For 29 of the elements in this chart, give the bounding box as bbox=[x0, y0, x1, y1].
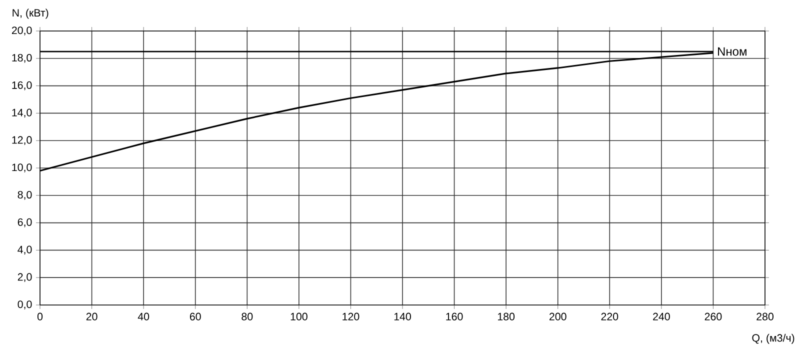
x-axis-title: Q, (м3/ч) bbox=[752, 334, 794, 344]
x-tick-label: 120 bbox=[342, 312, 360, 320]
x-tick-label: 40 bbox=[138, 312, 150, 320]
x-tick-label: 220 bbox=[601, 312, 618, 320]
x-tick-label: 140 bbox=[394, 312, 411, 320]
x-tick-label: 160 bbox=[446, 312, 463, 320]
x-tick-label: 80 bbox=[242, 312, 253, 320]
x-tick-label: 200 bbox=[550, 312, 566, 320]
x-tick-label: 280 bbox=[756, 312, 774, 320]
y-tick-label: 4,0 bbox=[18, 246, 32, 255]
y-tick-label: 20,0 bbox=[12, 26, 32, 36]
x-tick-label: 20 bbox=[86, 312, 98, 320]
x-tick-label: 0 bbox=[37, 312, 43, 320]
y-tick-label: 10,0 bbox=[12, 164, 32, 172]
y-tick-label: 2,0 bbox=[18, 273, 32, 282]
x-tick-label: 100 bbox=[290, 312, 308, 320]
y-tick-label: 8,0 bbox=[18, 190, 32, 200]
y-axis-title: N, (кВт) bbox=[12, 8, 48, 19]
x-tick-label: 60 bbox=[190, 312, 201, 320]
y-tick-label: 14,0 bbox=[12, 108, 32, 118]
y-tick-label: 0,0 bbox=[18, 300, 32, 310]
x-tick-label: 260 bbox=[704, 312, 722, 320]
y-tick-label: 16,0 bbox=[12, 81, 32, 90]
y-tick-label: 18,0 bbox=[12, 54, 32, 63]
x-tick-label: 180 bbox=[498, 312, 515, 320]
y-tick-label: 6,0 bbox=[18, 218, 32, 228]
y-tick-label: 12,0 bbox=[12, 136, 32, 145]
ref-line-label: Nном bbox=[718, 47, 746, 56]
x-tick-label: 240 bbox=[653, 312, 670, 320]
